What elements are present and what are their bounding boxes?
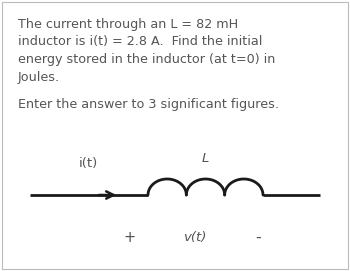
Text: v(t): v(t) — [183, 231, 207, 244]
Text: Joules.: Joules. — [18, 70, 60, 83]
Text: inductor is i(t) = 2.8 A.  Find the initial: inductor is i(t) = 2.8 A. Find the initi… — [18, 36, 262, 49]
Text: +: + — [124, 230, 136, 244]
Text: -: - — [255, 230, 261, 244]
Text: energy stored in the inductor (at t=0) in: energy stored in the inductor (at t=0) i… — [18, 53, 275, 66]
Text: Enter the answer to 3 significant figures.: Enter the answer to 3 significant figure… — [18, 98, 279, 111]
Text: L: L — [202, 153, 209, 166]
Text: i(t): i(t) — [78, 156, 98, 169]
Text: The current through an L = 82 mH: The current through an L = 82 mH — [18, 18, 238, 31]
